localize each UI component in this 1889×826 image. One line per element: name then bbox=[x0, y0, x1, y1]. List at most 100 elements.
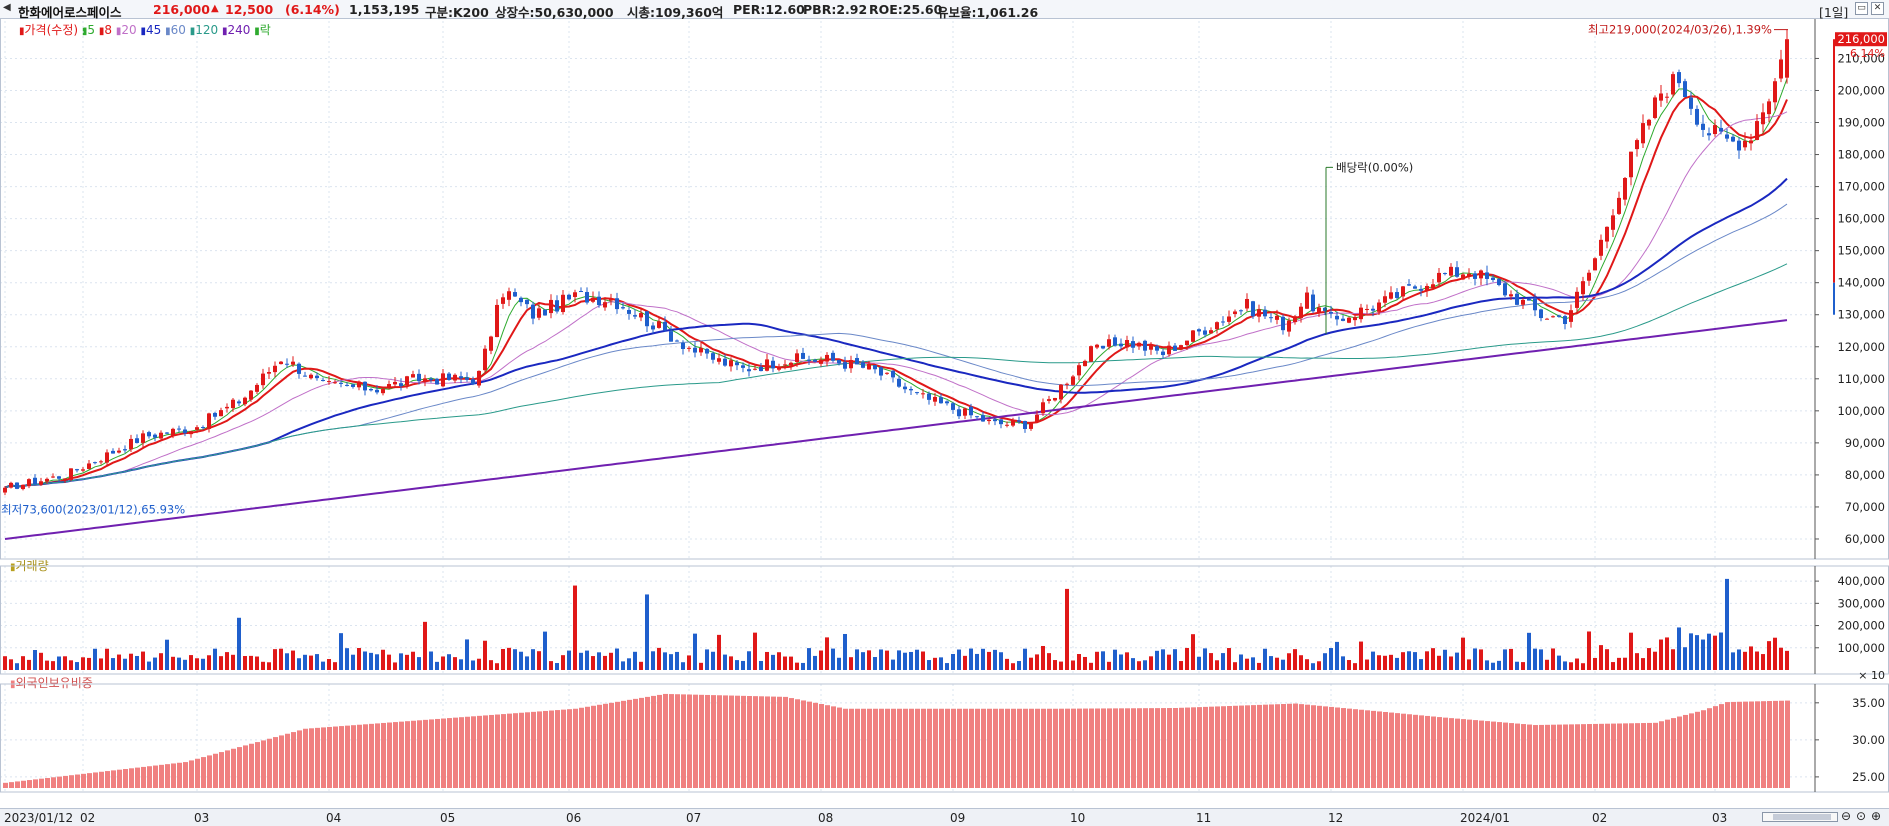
zoom-out-icon[interactable]: ⊖ bbox=[1841, 809, 1852, 823]
y-tick-label: 30.00 bbox=[1852, 733, 1885, 747]
foreign-bar bbox=[1023, 708, 1028, 788]
candle-body bbox=[219, 410, 223, 417]
foreign-bar bbox=[531, 711, 536, 788]
x-tick-label: 03 bbox=[1712, 811, 1728, 825]
legend-ma-60[interactable]: ▮60 bbox=[165, 23, 186, 37]
volume-bar bbox=[1755, 651, 1759, 670]
y-tick-label: 130,000 bbox=[1837, 308, 1885, 322]
volume-bar bbox=[153, 657, 157, 670]
candle-body bbox=[1101, 345, 1105, 349]
foreign-bar bbox=[1143, 708, 1148, 788]
foreign-bar bbox=[1179, 707, 1184, 788]
ma-line-240 bbox=[4, 319, 1788, 540]
candlesticks bbox=[3, 29, 1789, 496]
candle-body bbox=[177, 428, 181, 430]
legend-ma-8[interactable]: ▮8 bbox=[98, 23, 113, 37]
triangle-left-icon[interactable]: ◀ bbox=[3, 2, 11, 13]
legend-ma-5[interactable]: ▮5 bbox=[81, 23, 96, 37]
foreign-bar bbox=[339, 726, 344, 788]
foreign-bar bbox=[1767, 701, 1772, 788]
volume-bar bbox=[759, 660, 763, 670]
volume-bar bbox=[831, 648, 835, 670]
foreign-bar bbox=[777, 696, 782, 788]
volume-bar bbox=[1269, 656, 1273, 670]
legend-ma-45[interactable]: ▮45 bbox=[140, 23, 162, 37]
volume-bar bbox=[753, 632, 757, 670]
foreign-bar bbox=[507, 713, 512, 788]
foreign-bar bbox=[1083, 708, 1088, 788]
foreign-bar bbox=[1317, 705, 1322, 788]
candle-body bbox=[1611, 215, 1615, 230]
candle-body bbox=[585, 292, 589, 303]
candle-body bbox=[921, 393, 925, 395]
foreign-bar bbox=[1233, 705, 1238, 788]
foreign-bar bbox=[1335, 707, 1340, 788]
candle-body bbox=[27, 479, 31, 487]
volume-bar bbox=[129, 653, 133, 670]
candle-body bbox=[1215, 322, 1219, 330]
volume-bar bbox=[1599, 645, 1603, 670]
candle-body bbox=[1161, 351, 1165, 356]
legend-ma-240[interactable]: ▮240 bbox=[221, 23, 251, 37]
y-tick-label: 210,000 bbox=[1837, 51, 1885, 65]
volume-bar bbox=[1311, 663, 1315, 670]
candle-body bbox=[573, 292, 577, 297]
candle-body bbox=[159, 432, 163, 439]
candle-body bbox=[1185, 340, 1189, 346]
foreign-bar bbox=[99, 771, 104, 788]
foreign-bar bbox=[1047, 708, 1052, 788]
volume-bar bbox=[993, 649, 997, 670]
y-axis-labels: 60,000 70,000 80,000 90,000 100,000 110,000 12… bbox=[1815, 51, 1885, 784]
volume-bar bbox=[1005, 658, 1009, 670]
candle-body bbox=[687, 347, 691, 349]
foreign-bar bbox=[807, 701, 812, 788]
foreign-bar bbox=[657, 694, 662, 788]
foreign-bar bbox=[819, 704, 824, 788]
x-tick-label: 02 bbox=[80, 811, 96, 825]
volume-bar bbox=[1713, 635, 1717, 670]
candle-body bbox=[315, 375, 319, 379]
volume-bar bbox=[195, 658, 199, 670]
price-change: 12,500 bbox=[225, 2, 274, 17]
volume-bar bbox=[1371, 651, 1375, 670]
stock-name[interactable]: 한화에어로스페이스 bbox=[18, 5, 122, 20]
y-tick-label: 110,000 bbox=[1837, 372, 1885, 386]
volume-bar bbox=[597, 652, 601, 670]
legend-ma-120[interactable]: ▮120 bbox=[189, 23, 219, 37]
volume-bar bbox=[477, 658, 481, 670]
foreign-bar bbox=[1557, 724, 1562, 788]
foreign-bar bbox=[1503, 722, 1508, 788]
maximize-button[interactable]: ▭ bbox=[1855, 2, 1868, 15]
candle-body bbox=[1191, 330, 1195, 342]
volume-bar bbox=[963, 655, 967, 670]
volume-bar bbox=[1413, 652, 1417, 670]
foreign-bar bbox=[1641, 723, 1646, 788]
candle-body bbox=[1689, 97, 1693, 109]
candle-body bbox=[69, 468, 73, 480]
candle-body bbox=[729, 360, 733, 367]
candle-body bbox=[1407, 284, 1411, 286]
period-selector[interactable]: [1일] bbox=[1819, 5, 1849, 20]
legend-marker-icon: ▮ bbox=[10, 562, 16, 573]
volume-bar bbox=[1785, 650, 1789, 670]
candle-body bbox=[537, 308, 541, 318]
foreign-bar bbox=[1227, 706, 1232, 788]
zoom-in-icon[interactable]: ⊕ bbox=[1871, 809, 1882, 823]
foreign-bar bbox=[1761, 701, 1766, 788]
volume-bar bbox=[459, 659, 463, 670]
zoom-reset-icon[interactable]: ⊙ bbox=[1856, 809, 1867, 823]
legend-ma-20[interactable]: ▮20 bbox=[115, 23, 137, 37]
stock-chart[interactable]: 60,000 70,000 80,000 90,000 100,000 110,000 12… bbox=[0, 19, 1889, 808]
legend-ex[interactable]: 락 bbox=[259, 23, 271, 37]
candle-body bbox=[483, 348, 487, 371]
foreign-bar bbox=[1191, 707, 1196, 788]
volume-bar bbox=[1659, 639, 1663, 670]
candle-body bbox=[645, 311, 649, 327]
legend-price[interactable]: 가격(수정) bbox=[24, 23, 79, 37]
legend-foreign[interactable]: 외국인보유비중 bbox=[15, 676, 93, 690]
scroll-slider[interactable] bbox=[1762, 812, 1838, 822]
foreign-bar bbox=[1065, 708, 1070, 788]
candle-body bbox=[1503, 283, 1507, 296]
scroll-thumb[interactable] bbox=[1773, 814, 1831, 820]
close-button[interactable]: ✕ bbox=[1871, 2, 1884, 15]
